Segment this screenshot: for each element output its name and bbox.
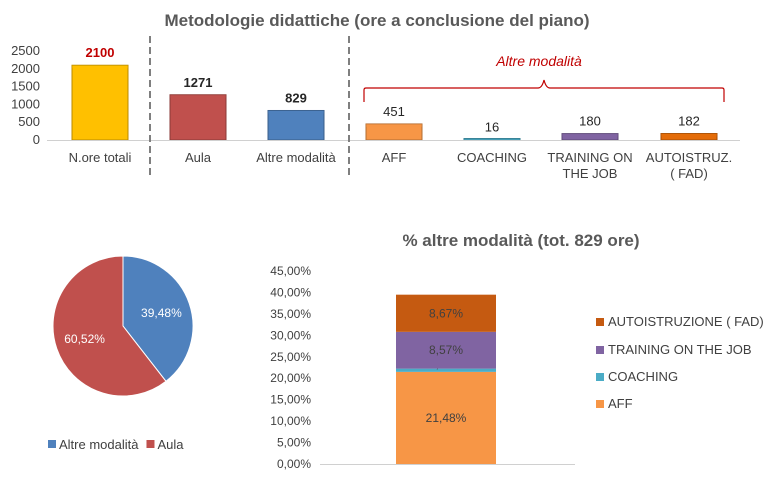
stack-legend-swatch-1 [596, 373, 604, 381]
y-tick-label-2: 1000 [11, 96, 40, 111]
bar-2 [267, 109, 325, 141]
pie-legend-swatch-1 [146, 440, 155, 448]
bar-value-label-3: 451 [383, 104, 405, 119]
stack-legend-label-0: AFF [608, 396, 633, 411]
bar-chart-title: Metodologie didattiche (ore a conclusion… [164, 11, 589, 30]
bar-0 [71, 64, 129, 141]
stack-segment-1 [396, 368, 496, 372]
stacked-bar-chart: 0,00% 5,00% 10,00% 15,00% 20,00% 25,00% 30,00%… [270, 264, 763, 471]
bar-highlight-6 [661, 133, 717, 137]
stack-value-label-3: 8,67% [429, 306, 463, 320]
y-tick-label-1: 500 [18, 114, 40, 129]
stack-segment-0 [396, 371, 496, 464]
stack-legend-label-2: TRAINING ON THE JOB [608, 342, 752, 357]
bar-highlight-3 [366, 123, 422, 127]
x-category-label-5-line2: THE JOB [563, 166, 618, 181]
y-tick-label-3: 1500 [11, 79, 40, 94]
pie-value-label-0: 39,48% [141, 306, 182, 320]
bar-1 [169, 94, 227, 141]
bar-highlight-0 [72, 65, 128, 69]
stack-value-label-0: 21,48% [426, 411, 467, 425]
y-tick-label-8: 40,00% [270, 285, 311, 299]
group-annotation-label: Altre modalità [495, 53, 582, 69]
x-category-label-5: TRAINING ON [547, 150, 632, 165]
group-bracket [363, 79, 725, 102]
bar-value-label-1: 1271 [184, 75, 213, 90]
stack-legend-swatch-3 [596, 318, 604, 326]
y-tick-label-3: 15,00% [270, 393, 311, 407]
stacked-chart-title: % altre modalità (tot. 829 ore) [402, 231, 639, 250]
stack-legend-swatch-2 [596, 346, 604, 354]
x-category-label-2: Altre modalità [256, 150, 336, 165]
pie-legend-label-0: Altre modalità [59, 437, 139, 452]
bar-chart: 0 500 1000 1500 2000 2500 2100 N.ore totali 1271… [11, 36, 740, 181]
pie-legend-swatch-0 [48, 440, 56, 448]
bar-highlight-4 [464, 138, 520, 140]
pie-legend-label-1: Aula [157, 437, 184, 452]
y-tick-label-4: 20,00% [270, 371, 311, 385]
bar-highlight-5 [562, 133, 618, 137]
x-category-label-1: Aula [185, 150, 212, 165]
y-tick-label-4: 2000 [11, 61, 40, 76]
y-tick-label-5: 2500 [11, 43, 40, 58]
x-category-label-6-line2: ( FAD) [670, 166, 708, 181]
x-category-label-4: COACHING [457, 150, 527, 165]
y-tick-label-6: 30,00% [270, 328, 311, 342]
stack-legend-label-3: AUTOISTRUZIONE ( FAD) [608, 314, 764, 329]
y-tick-label-2: 10,00% [270, 414, 311, 428]
bar-value-label-5: 180 [579, 114, 601, 129]
bar-highlight-2 [268, 110, 324, 114]
stack-value-label-2: 8,57% [429, 343, 463, 357]
y-tick-label-5: 25,00% [270, 350, 311, 364]
pie-slice-1 [52, 255, 167, 397]
bar-value-label-4: 16 [485, 119, 499, 134]
bar-value-label-2: 829 [285, 90, 307, 105]
stack-legend-swatch-0 [596, 400, 604, 408]
stack-segment-2 [396, 331, 496, 369]
y-tick-label-0: 0,00% [277, 457, 311, 471]
bar-highlight-1 [170, 94, 226, 98]
x-category-label-6: AUTOISTRUZ. [646, 150, 732, 165]
stack-legend-label-1: COACHING [608, 369, 678, 384]
stack-segment-3 [396, 294, 496, 332]
pie-chart: 39,48% 60,52% Altre modalità Aula [48, 255, 194, 452]
x-category-label-0: N.ore totali [69, 150, 132, 165]
pie-slice-0 [122, 255, 194, 382]
y-tick-label-7: 35,00% [270, 307, 311, 321]
bar-value-label-6: 182 [678, 114, 700, 129]
bar-value-label-0: 2100 [86, 45, 115, 60]
pie-value-label-1: 60,52% [64, 332, 105, 346]
y-tick-label-0: 0 [33, 132, 40, 147]
y-tick-label-9: 45,00% [270, 264, 311, 278]
x-category-label-3: AFF [382, 150, 407, 165]
y-tick-label-1: 5,00% [277, 436, 311, 450]
